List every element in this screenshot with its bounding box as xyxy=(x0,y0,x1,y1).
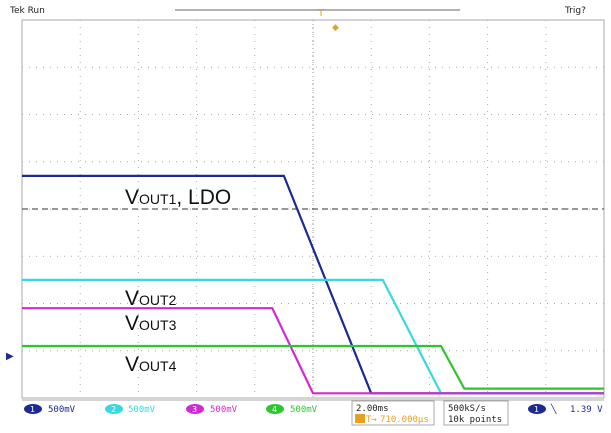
trace-label-4: VOUT4 xyxy=(125,353,177,376)
timebase-readout: 2.00ms T→ 710.000µs xyxy=(351,400,435,426)
trigger-source: 1 xyxy=(534,405,539,414)
trace-label-2: VOUT2 xyxy=(125,287,177,310)
ch4-scale: 500mV xyxy=(290,405,318,415)
ch2-scale: 500mV xyxy=(128,405,156,415)
channel-3-readout: 3 500mV xyxy=(186,404,238,415)
trigger-level: 1.39 V xyxy=(570,405,603,415)
header-trigger-state: Trig? xyxy=(564,6,586,16)
trigger-position-marker: T xyxy=(317,8,325,19)
trace-label-3: VOUT3 xyxy=(125,312,177,335)
record-length: 10k points xyxy=(448,415,502,425)
delay-prefix: T→ xyxy=(366,415,377,425)
svg-text:4: 4 xyxy=(272,405,277,414)
svg-text:1: 1 xyxy=(30,405,35,414)
acquisition-readout: 500kS/s 10k points xyxy=(443,400,509,426)
ch1-scale: 500mV xyxy=(48,405,76,415)
trigger-level-marker: ◆ xyxy=(332,23,339,33)
waveform-traces xyxy=(22,174,604,395)
header-status: Tek Run xyxy=(9,6,45,16)
ch3-scale: 500mV xyxy=(210,405,238,415)
svg-text:2: 2 xyxy=(111,405,116,414)
channel-4-readout: 4 500mV xyxy=(266,404,318,415)
svg-text:3: 3 xyxy=(192,405,197,414)
timebase: 2.00ms xyxy=(356,404,389,414)
trace-4 xyxy=(22,344,604,390)
ground-marker-icon: ▶ xyxy=(6,351,14,362)
channel-1-readout: 1 500mV xyxy=(24,404,76,415)
sample-rate: 500kS/s xyxy=(448,404,486,414)
trace-3 xyxy=(22,307,604,395)
channel-2-readout: 2 500mV xyxy=(105,404,156,415)
trigger-slope-icon: ╲ xyxy=(550,403,557,415)
delay: 710.000µs xyxy=(380,415,429,425)
trace-label-1: VOUT1, LDO xyxy=(125,186,231,209)
trigger-readout: 1 ╲ 1.39 V xyxy=(528,403,603,415)
